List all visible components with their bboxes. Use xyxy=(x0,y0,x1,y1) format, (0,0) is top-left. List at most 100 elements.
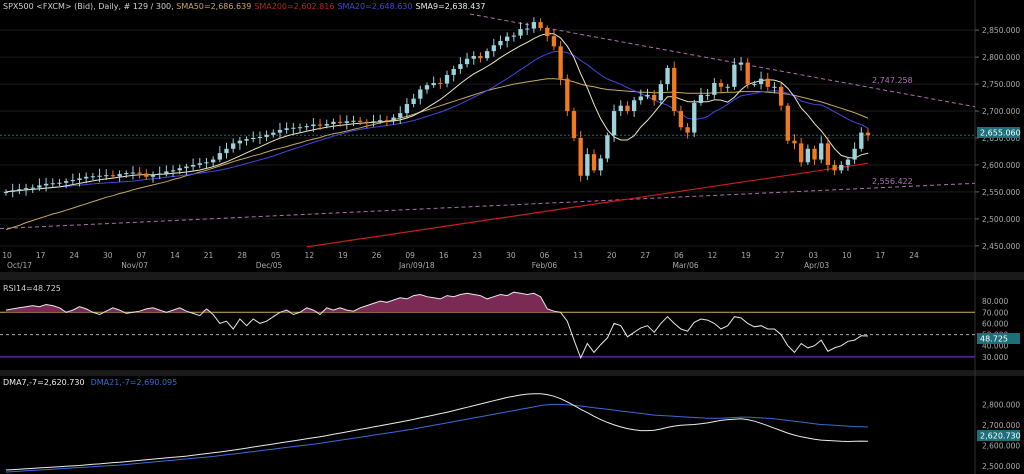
candle-body xyxy=(484,51,490,59)
candle-body xyxy=(304,126,309,128)
candle-body xyxy=(284,128,289,130)
candle-body xyxy=(438,83,443,85)
sma9-line xyxy=(5,33,869,193)
upper-trendline xyxy=(469,13,976,108)
candle-body xyxy=(451,68,456,75)
candle-body xyxy=(371,121,376,123)
date-tick-label: 30 xyxy=(103,251,113,260)
dma-panel-header: DMA7,-7=2,620.730 DMA21,-7=2,690.095 xyxy=(3,378,177,387)
lower-trendline-value: 2,556.422 xyxy=(872,177,913,186)
candle-body xyxy=(331,121,336,124)
candle-body xyxy=(10,190,15,192)
sma20-line xyxy=(5,50,869,193)
date-tick-label: 17 xyxy=(876,251,886,260)
dma-tick-label: 2,800.000 xyxy=(982,400,1020,409)
candle-body xyxy=(344,121,349,123)
candle-body xyxy=(658,84,664,101)
candle-body xyxy=(264,134,269,137)
candle-body xyxy=(244,139,249,141)
date-tick-label: 07 xyxy=(137,251,147,260)
date-tick-label: 12 xyxy=(708,251,718,260)
candle-body xyxy=(157,173,162,175)
candle-body xyxy=(792,140,797,144)
candle-body xyxy=(652,94,657,101)
candle-body xyxy=(110,175,116,177)
sma9-label: SMA9=2,638.437 xyxy=(416,2,486,11)
candle-body xyxy=(398,113,403,118)
date-tick-label: 13 xyxy=(573,251,583,260)
candle-body xyxy=(57,182,62,184)
date-tick-label: 17 xyxy=(36,251,46,260)
candle-body xyxy=(184,166,189,169)
panel-divider[interactable] xyxy=(0,272,1024,280)
rsi-overbought-fill xyxy=(6,292,868,313)
candle-body xyxy=(598,158,603,171)
candle-body xyxy=(839,164,844,171)
sma50-label: SMA50=2,686.639 xyxy=(176,2,251,11)
date-tick-label: 06 xyxy=(674,251,684,260)
candle-body xyxy=(578,138,583,176)
last-price-box xyxy=(977,127,1020,138)
candle-body xyxy=(404,104,410,114)
dma21-line xyxy=(5,403,869,473)
candle-body xyxy=(471,56,476,59)
candle-body xyxy=(23,188,29,190)
candle-body xyxy=(291,127,296,129)
candle-body xyxy=(424,85,430,90)
candle-body xyxy=(37,185,42,188)
candle-body xyxy=(491,45,496,52)
candle-body xyxy=(378,120,383,122)
candle-body xyxy=(805,148,811,163)
upper-trendline-value: 2,747.258 xyxy=(872,76,913,85)
candle-body xyxy=(63,181,69,183)
date-tick-label: 03 xyxy=(808,251,818,260)
candle-body xyxy=(50,183,55,185)
candle-body xyxy=(144,173,149,177)
candle-body xyxy=(444,74,450,84)
candle-body xyxy=(845,159,851,165)
candles xyxy=(3,17,871,198)
dma7-line xyxy=(5,393,869,471)
candle-body xyxy=(725,86,730,88)
candle-body xyxy=(90,176,96,178)
price-tick-label: 2,650.000 xyxy=(982,134,1020,143)
candle-body xyxy=(865,132,871,136)
dma-value: 2,620.730 xyxy=(980,432,1021,441)
candle-body xyxy=(505,36,510,41)
month-label: Feb/06 xyxy=(532,261,558,270)
candle-body xyxy=(645,94,650,97)
price-tick-label: 2,450.000 xyxy=(982,242,1020,251)
candle-body xyxy=(678,111,684,128)
candle-body xyxy=(117,174,122,177)
price-axis: 2,850.000 2,800.000 2,750.000 2,700.000 2,65… xyxy=(975,26,1020,251)
candle-body xyxy=(772,86,777,88)
candle-body xyxy=(124,173,129,175)
trendlines xyxy=(0,13,976,230)
candle-body xyxy=(832,164,837,171)
date-tick-label: 10 xyxy=(2,251,12,260)
price-tick-label: 2,750.000 xyxy=(982,80,1020,89)
candle-body xyxy=(130,172,136,174)
candle-body xyxy=(257,136,263,138)
rsi-tick-label: 30.000 xyxy=(982,353,1008,362)
symbol-label: SPX500 <FXCM> (Bid), Daily, # 129 / 300, xyxy=(3,2,176,11)
candle-body xyxy=(190,164,196,167)
candle-body xyxy=(458,64,463,69)
sma200-line xyxy=(306,162,869,248)
candle-body xyxy=(852,148,857,160)
candle-body xyxy=(812,148,817,160)
dma-tick-label: 2,600.000 xyxy=(982,441,1020,450)
candle-body xyxy=(538,22,543,29)
date-tick-label: 24 xyxy=(909,251,919,260)
panel-divider[interactable] xyxy=(0,370,1024,376)
month-label: Mar/06 xyxy=(672,261,698,270)
candle-body xyxy=(217,153,222,160)
price-panel-header: SPX500 <FXCM> (Bid), Daily, # 129 / 300,… xyxy=(3,2,485,11)
candle-body xyxy=(712,83,717,95)
candle-body xyxy=(411,98,416,105)
price-tick-label: 2,850.000 xyxy=(982,26,1020,35)
moving-average-lines xyxy=(5,33,869,248)
sma200-label: SMA200=2,602.816 xyxy=(254,2,334,11)
candle-body xyxy=(30,187,35,189)
candle-body xyxy=(104,175,109,177)
